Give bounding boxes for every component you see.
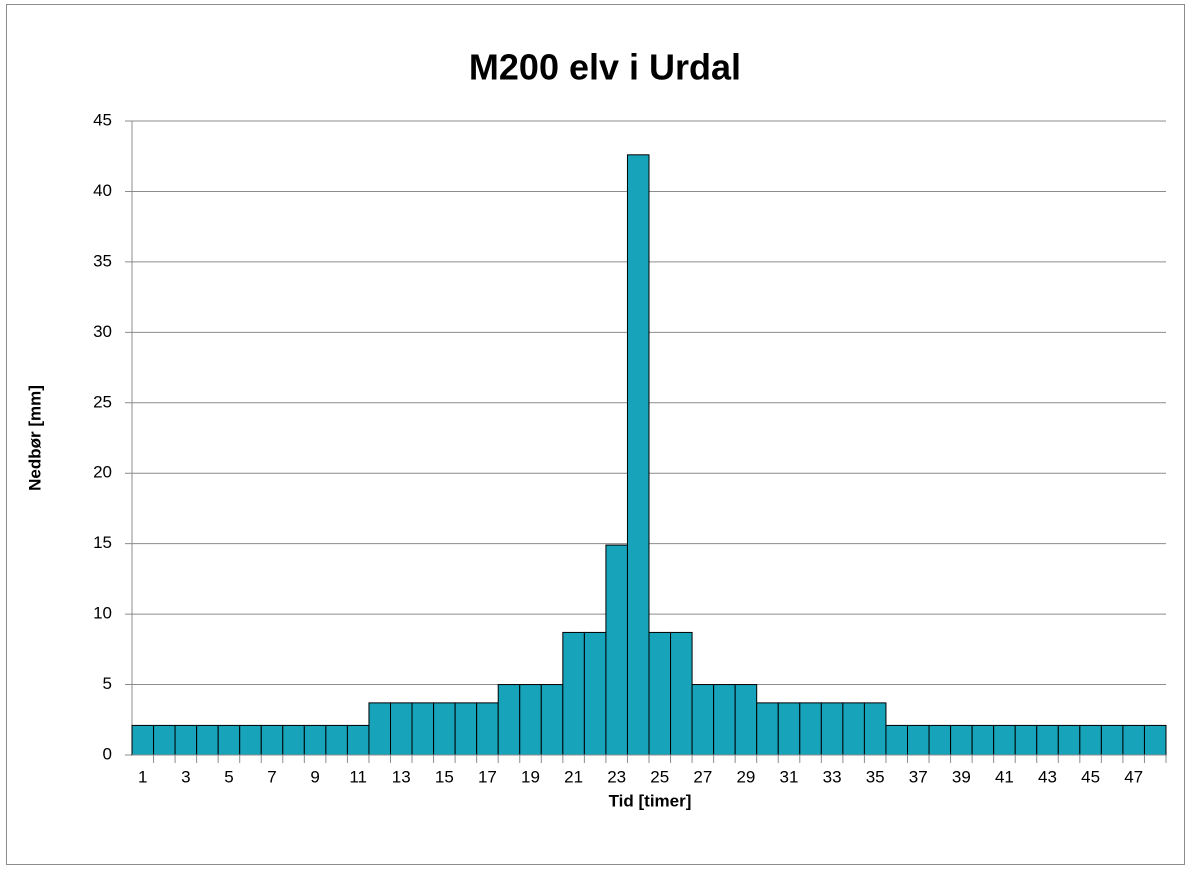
x-tick-label: 27 (693, 767, 712, 786)
bar (260, 724, 284, 756)
x-tick-label: 25 (650, 767, 669, 786)
y-tick-label: 15 (93, 533, 112, 552)
x-tick-label: 47 (1124, 767, 1143, 786)
y-tick-label: 30 (93, 322, 112, 341)
bar (907, 724, 930, 756)
x-tick-label: 23 (607, 767, 626, 786)
bar (153, 724, 176, 756)
bar (670, 631, 693, 756)
bar (1122, 724, 1145, 756)
bar (368, 702, 392, 756)
bar (325, 724, 348, 756)
bar (799, 702, 822, 756)
bar (605, 544, 628, 756)
bar (540, 684, 564, 756)
bar (282, 724, 305, 756)
x-tick-label: 29 (736, 767, 755, 786)
bar (1100, 724, 1124, 756)
x-tick-label: 31 (780, 767, 799, 786)
y-tick-label: 5 (103, 674, 112, 693)
x-tick-label: 45 (1081, 767, 1100, 786)
bar (433, 702, 456, 756)
bar (756, 702, 779, 756)
bar (131, 724, 155, 756)
y-tick-label: 45 (93, 110, 112, 129)
y-tick-label: 0 (103, 744, 112, 763)
bar (863, 702, 887, 756)
bar (454, 702, 478, 756)
bar (346, 724, 370, 756)
x-tick-label: 21 (564, 767, 583, 786)
bar (713, 684, 736, 756)
bar (196, 724, 219, 756)
bar (1079, 724, 1102, 756)
x-tick-label: 19 (521, 767, 540, 786)
bar (777, 702, 801, 756)
bar (971, 724, 995, 756)
bar (885, 724, 908, 756)
x-tick-label: 11 (349, 767, 367, 786)
x-tick-label: 37 (909, 767, 928, 786)
x-tick-label: 17 (478, 767, 497, 786)
x-tick-label: 3 (181, 767, 190, 786)
bar (648, 631, 672, 756)
y-tick-label: 40 (93, 181, 112, 200)
bar (691, 684, 715, 756)
x-tick-label: 41 (995, 767, 1014, 786)
x-tick-label: 15 (435, 767, 454, 786)
x-tick-label: 43 (1038, 767, 1057, 786)
x-axis-title: Tid [timer] (609, 791, 692, 810)
bar (303, 724, 327, 756)
bar (217, 724, 241, 756)
bar (1143, 724, 1167, 756)
bar (842, 702, 865, 756)
x-tick-label: 33 (823, 767, 842, 786)
bar (820, 702, 844, 756)
bar (993, 724, 1016, 756)
bar (497, 684, 521, 756)
bar (519, 684, 542, 756)
chart-title: M200 elv i Urdal (469, 47, 741, 88)
bar (734, 684, 758, 756)
bar (476, 702, 499, 756)
bar (562, 631, 585, 756)
bar (239, 724, 262, 756)
bar (928, 724, 952, 756)
bar (583, 631, 607, 756)
x-tick-label: 35 (866, 767, 885, 786)
y-tick-label: 20 (93, 463, 112, 482)
x-tick-label: 7 (267, 767, 276, 786)
bar (174, 724, 198, 756)
x-tick-label: 1 (138, 767, 147, 786)
bar (950, 724, 973, 756)
bar (411, 702, 435, 756)
x-tick-label: 39 (952, 767, 971, 786)
bar (390, 702, 413, 756)
y-axis-title: Nedbør [mm] (25, 385, 44, 491)
bar (1057, 724, 1081, 756)
x-tick-label: 5 (224, 767, 233, 786)
x-tick-label: 13 (392, 767, 411, 786)
y-tick-label: 25 (93, 392, 112, 411)
bar (626, 154, 650, 756)
x-tick-label: 9 (310, 767, 319, 786)
bar (1036, 724, 1059, 756)
y-tick-label: 10 (93, 604, 112, 623)
y-tick-label: 35 (93, 251, 112, 270)
bar (1014, 724, 1038, 756)
